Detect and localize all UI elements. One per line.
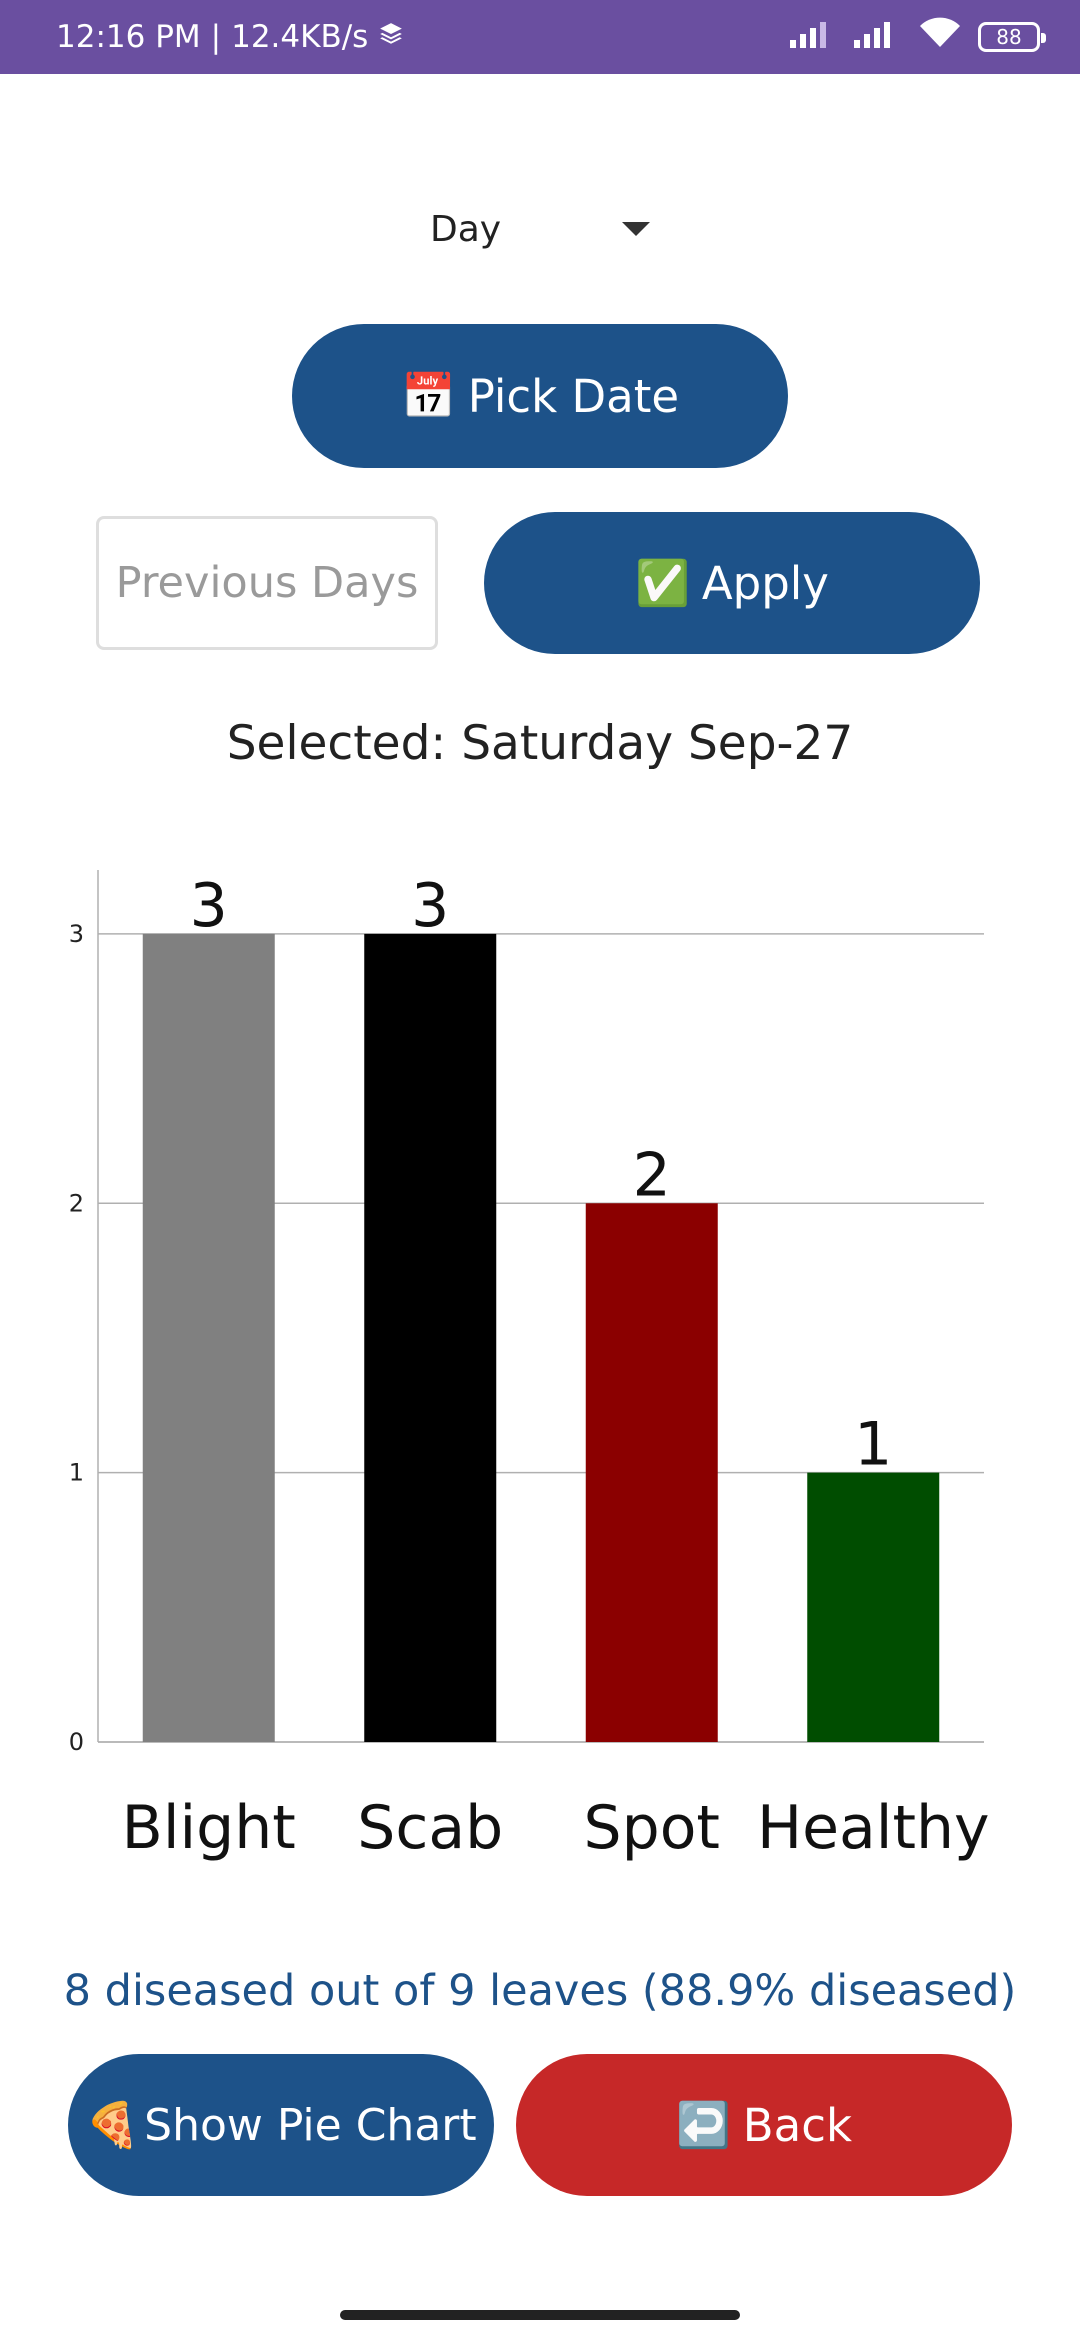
- back-button[interactable]: ↩️ Back: [516, 2054, 1012, 2196]
- y-tick-label: 0: [69, 1728, 84, 1756]
- chevron-down-icon: [622, 222, 650, 236]
- layers-icon: [378, 19, 404, 55]
- x-tick-label: Blight: [122, 1793, 296, 1863]
- apply-label: Apply: [701, 556, 829, 610]
- selected-date-label: Selected: Saturday Sep-27: [226, 716, 854, 771]
- previous-days-input[interactable]: Previous Days: [96, 516, 438, 650]
- bar: [364, 933, 497, 1742]
- period-dropdown[interactable]: Day: [410, 192, 670, 266]
- battery-icon: 88: [978, 22, 1046, 52]
- bar-data-label: 1: [854, 1410, 892, 1480]
- bar-data-label: 3: [411, 871, 449, 941]
- bar: [142, 933, 275, 1742]
- status-left: 12:16 PM | 12.4KB/s: [56, 19, 404, 55]
- x-tick-label: Healthy: [757, 1793, 990, 1863]
- x-tick-label: Scab: [357, 1793, 503, 1863]
- calendar-icon: 📅: [400, 371, 456, 422]
- status-bar: 12:16 PM | 12.4KB/s 88: [0, 0, 1080, 74]
- bar: [807, 1472, 940, 1742]
- bar-data-label: 2: [633, 1140, 671, 1210]
- apply-button[interactable]: ✅ Apply: [484, 512, 980, 654]
- x-tick-label: Spot: [584, 1793, 720, 1863]
- period-dropdown-value: Day: [430, 208, 502, 250]
- show-pie-chart-label: Show Pie Chart: [144, 2099, 477, 2151]
- bar: [585, 1203, 718, 1742]
- home-indicator[interactable]: [340, 2310, 740, 2320]
- previous-days-placeholder: Previous Days: [115, 558, 419, 608]
- bar-chart: 0 1 2 3 3 Blight 3 Scab 2 Spot 1 Healthy: [69, 870, 990, 1863]
- battery-level: 88: [996, 25, 1022, 49]
- status-time: 12:16 PM: [56, 19, 201, 55]
- status-separator: |: [210, 19, 222, 55]
- status-right: 88: [790, 17, 1046, 57]
- signal-icon-2: [854, 18, 902, 56]
- y-tick-label: 2: [69, 1189, 84, 1217]
- check-icon: ✅: [635, 558, 690, 609]
- signal-icon: [790, 18, 838, 56]
- pizza-icon: 🍕: [85, 2100, 141, 2151]
- wifi-icon: [918, 17, 962, 57]
- status-network-speed: 12.4KB/s: [231, 19, 369, 55]
- bar-data-label: 3: [190, 871, 228, 941]
- pick-date-label: Pick Date: [467, 369, 680, 423]
- show-pie-chart-button[interactable]: 🍕 Show Pie Chart: [68, 2054, 494, 2196]
- back-label: Back: [742, 2098, 853, 2152]
- y-tick-label: 3: [69, 920, 84, 948]
- return-arrow-icon: ↩️: [675, 2100, 731, 2151]
- summary-text: 8 diseased out of 9 leaves (88.9% diseas…: [63, 1966, 1017, 2016]
- pick-date-button[interactable]: 📅 Pick Date: [292, 324, 788, 468]
- y-tick-label: 1: [69, 1459, 84, 1487]
